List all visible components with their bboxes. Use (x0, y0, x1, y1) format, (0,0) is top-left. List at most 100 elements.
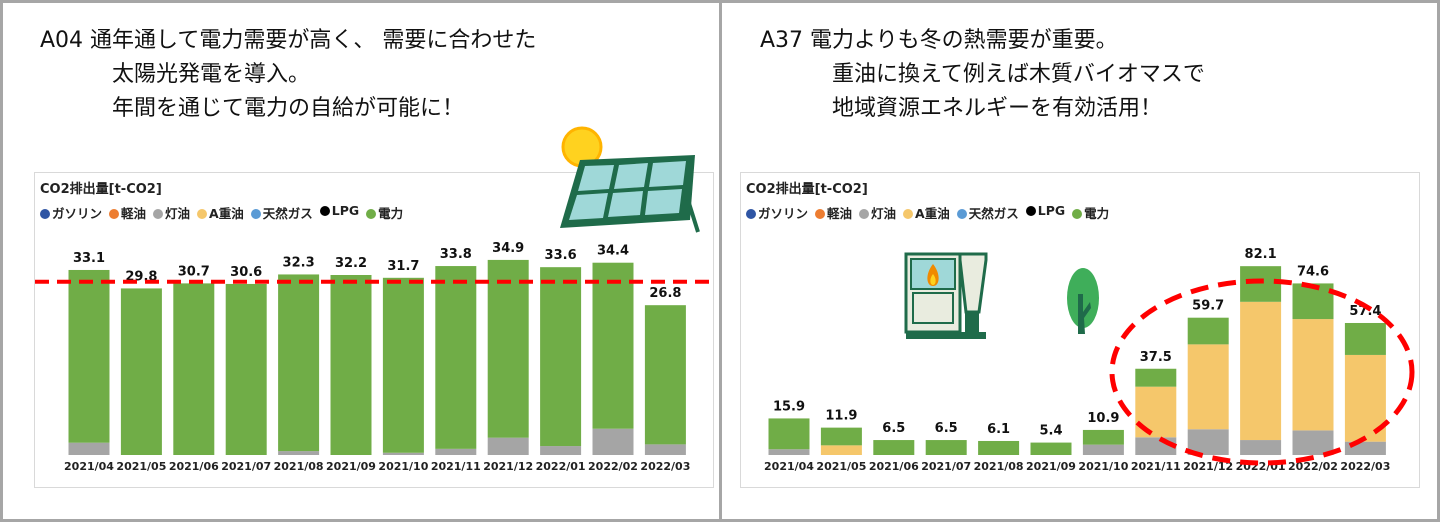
legend-item: 電力 (1072, 203, 1109, 222)
bar-segment (435, 448, 477, 455)
x-tick-label: 2021/11 (1131, 460, 1181, 473)
bar-segment (820, 427, 862, 446)
bar-segment (1240, 266, 1282, 302)
bar-segment (487, 259, 529, 438)
bar-segment (435, 266, 477, 449)
legend-item: 灯油 (153, 203, 190, 222)
legend-label: 灯油 (165, 206, 191, 221)
bar-segment (173, 283, 215, 455)
x-tick-label: 2021/12 (1183, 460, 1233, 473)
bar-segment (1344, 322, 1386, 355)
x-tick-label: 2022/02 (588, 460, 638, 473)
x-tick-label: 2021/07 (221, 460, 271, 473)
legend-label: LPG (1037, 203, 1066, 218)
legend-label: 天然ガス (262, 206, 313, 221)
x-tick-label: 2021/05 (816, 460, 866, 473)
bar-segment (278, 274, 320, 452)
legend-dot (903, 209, 914, 219)
x-tick-label: 2021/06 (169, 460, 219, 473)
data-label: 31.7 (387, 259, 419, 274)
legend-item: 電力 (366, 203, 403, 222)
bar-segment (540, 267, 582, 447)
bar-segment (873, 440, 915, 455)
data-label: 10.9 (1087, 411, 1119, 426)
bar-segment (1082, 444, 1124, 455)
legend-label: 軽油 (121, 206, 147, 221)
legend-dot (859, 209, 870, 219)
legend-label: ガソリン (758, 206, 809, 221)
right-panel-frame (719, 0, 1440, 522)
bar-segment (382, 277, 424, 453)
bar-segment (540, 446, 582, 455)
left-heading: A04 通年通して電力需要が高く、 需要に合わせた 太陽光発電を導入。 年間を通… (40, 24, 536, 126)
legend-label: A重油 (915, 206, 950, 221)
legend-item: A重油 (903, 203, 950, 222)
bar-segment (120, 288, 162, 455)
legend-dot (815, 209, 826, 219)
x-tick-label: 2021/07 (921, 460, 971, 473)
data-label: 5.4 (1039, 424, 1062, 439)
legend-item: A重油 (197, 203, 244, 222)
bar-segment (68, 269, 110, 443)
right-heading: A37 電力よりも冬の熱需要が重要。 重油に換えて例えば木質バイオマスで 地域資… (760, 24, 1205, 126)
bar-segment (644, 444, 686, 455)
bar-segment (225, 283, 267, 455)
legend-dot (109, 209, 120, 219)
x-tick-label: 2022/01 (536, 460, 586, 473)
bar-segment (1292, 283, 1334, 320)
legend-label: A重油 (209, 206, 244, 221)
left-heading-line-3: 年間を通じて電力の自給が可能に！ (112, 96, 465, 121)
right-heading-line-2: 重油に換えて例えば木質バイオマスで (832, 62, 1205, 87)
highlight-ellipse (1109, 278, 1415, 466)
biomass-boiler-icon (904, 252, 988, 339)
x-tick-label: 2021/11 (431, 460, 481, 473)
left-heading-line-1: A04 通年通して電力需要が高く、 需要に合わせた (40, 28, 537, 53)
data-label: 82.1 (1245, 247, 1277, 262)
legend-dot (956, 209, 967, 219)
right-chart-legend: ガソリン 軽油 灯油 A重油 天然ガス LPG 電力 (746, 203, 1109, 222)
data-label: 59.7 (1192, 299, 1224, 314)
data-label: 37.5 (1140, 350, 1172, 365)
right-heading-line-3: 地域資源エネルギーを有効活用！ (832, 96, 1163, 121)
bar-segment (1292, 319, 1334, 431)
bar-segment (768, 418, 810, 450)
x-tick-label: 2021/08 (974, 460, 1024, 473)
bar-segment (1292, 430, 1334, 455)
bar-segment (592, 262, 634, 429)
x-tick-label: 2021/04 (64, 460, 114, 473)
x-tick-label: 2021/10 (378, 460, 428, 473)
data-label: 33.1 (73, 251, 105, 266)
legend-item: 軽油 (109, 203, 146, 222)
right-chart-title: CO2排出量[t-CO2] (746, 182, 868, 197)
bar-segment (330, 275, 372, 455)
legend-label: 天然ガス (968, 206, 1019, 221)
legend-dot (746, 209, 756, 219)
bar-segment (1240, 301, 1282, 441)
bar-segment (68, 442, 110, 455)
data-label: 30.7 (178, 264, 210, 279)
legend-dot (319, 206, 330, 216)
bar-segment (978, 440, 1020, 455)
legend-dot (153, 209, 164, 219)
bar-segment (382, 452, 424, 455)
bar-segment (592, 428, 634, 455)
x-tick-label: 2021/04 (764, 460, 814, 473)
bar-segment (1135, 368, 1177, 387)
legend-item: 天然ガス (956, 203, 1019, 222)
legend-label: LPG (331, 203, 360, 218)
x-tick-label: 2021/12 (483, 460, 533, 473)
legend-dot (1025, 206, 1036, 216)
data-label: 57.4 (1349, 304, 1381, 319)
legend-dot (197, 209, 208, 219)
data-label: 15.9 (773, 399, 805, 414)
solar-panel-icon (560, 155, 700, 233)
legend-item: ガソリン (40, 203, 102, 222)
legend-label: 灯油 (871, 206, 897, 221)
data-label: 30.6 (230, 265, 262, 280)
bar-segment (1187, 344, 1229, 430)
x-tick-label: 2021/10 (1078, 460, 1128, 473)
bar-segment (644, 305, 686, 445)
data-label: 74.6 (1297, 264, 1329, 279)
data-label: 34.9 (492, 241, 524, 256)
